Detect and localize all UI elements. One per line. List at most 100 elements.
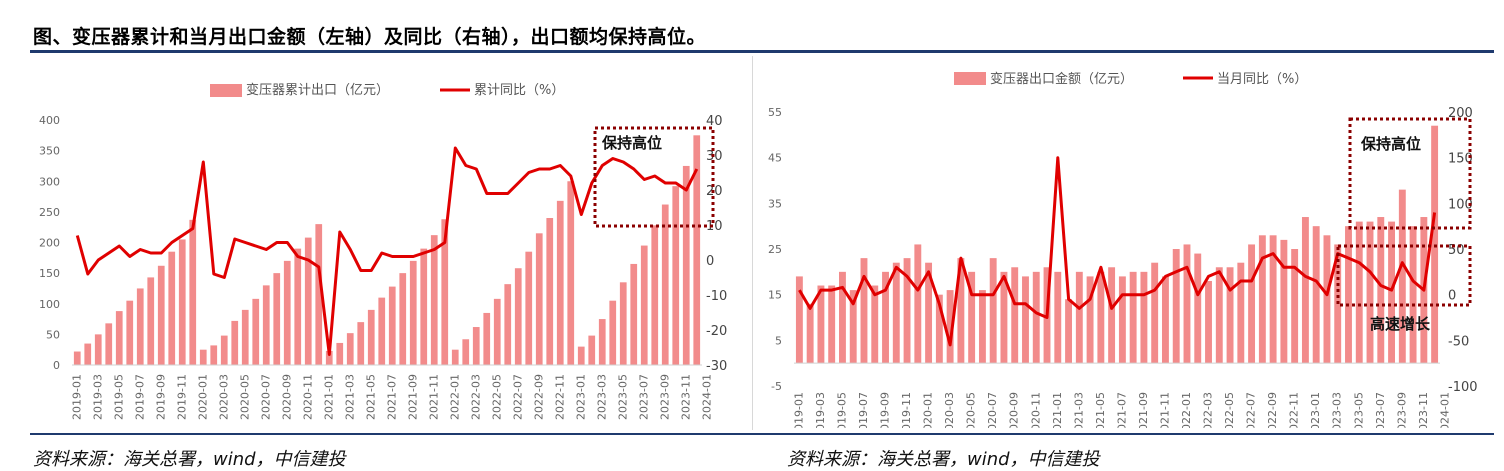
x-tick-label: 2021-05 [1094,392,1107,428]
x-tick-label: 2019-05 [835,392,848,428]
bar-mark [273,273,281,365]
x-tick-label: 2021-01 [1051,392,1064,428]
bar-mark [925,262,933,364]
y-left-tick-label: 250 [39,206,60,219]
bar-mark [1151,262,1159,364]
bar-mark [252,298,260,365]
y-left-tick-label: 50 [46,328,60,341]
bar-mark [1172,249,1180,364]
bar-mark [399,273,407,365]
x-tick-label: 2023-05 [1352,392,1365,428]
y-right-tick-label: -50 [1448,334,1469,349]
bar-mark [1258,235,1266,364]
title-rule [30,50,1494,53]
x-tick-label: 2023-09 [658,374,671,420]
bar-mark [315,224,323,365]
bar-mark [1194,253,1202,364]
bar-mark [210,345,218,365]
bar-mark [968,271,976,364]
bar-mark [1022,276,1029,364]
bar-mark [682,165,690,365]
x-tick-label: 2023-01 [574,374,587,420]
bar-mark [462,339,470,365]
bar-mark [514,268,522,365]
legend-line-label: 当月同比（%） [1217,72,1307,87]
bar-mark [882,271,889,364]
y-right-tick-label: 150 [1448,152,1473,167]
bar-mark [546,218,554,365]
bar-mark [871,285,879,364]
x-tick-label: 2024-01 [1438,392,1451,428]
source-rule [30,433,1494,435]
bar-mark [1355,221,1363,364]
bar-mark [220,335,228,365]
bar-mark [1011,267,1019,364]
bar-mark [409,260,417,365]
x-tick-label: 2022-09 [532,374,545,420]
bar-mark [892,262,900,364]
x-tick-label: 2019-11 [175,374,188,420]
bar-mark [1291,249,1299,364]
y-right-tick-label: 100 [1448,197,1473,212]
bar-mark [989,258,997,364]
bar-mark [795,276,803,364]
bar-mark [1248,244,1256,364]
x-tick-label: 2019-01 [70,374,83,420]
x-tick-label: 2019-09 [154,374,167,420]
bar-mark [147,277,155,365]
x-tick-label: 2023-07 [637,374,650,420]
bar-mark [189,219,197,365]
x-tick-label: 2022-07 [511,374,524,420]
bar-mark [199,349,207,365]
x-tick-label: 2019-11 [900,392,913,428]
y-right-tick-label: 40 [706,114,723,129]
x-tick-label: 2022-03 [469,374,482,420]
y-right-tick-label: -30 [706,359,727,374]
bar-mark [903,258,911,364]
bar-mark [367,309,375,365]
legend-bar-swatch [954,72,986,85]
x-tick-label: 2022-07 [1245,392,1258,428]
bar-mark [693,135,701,365]
y-left-tick-label: -5 [771,380,782,393]
bar-mark [294,248,302,365]
y-left-tick-label: 400 [39,114,60,127]
line-series [798,156,1437,347]
y-right-tick-label: 0 [1448,289,1456,304]
page-title: 图、变压器累计和当月出口金额（左轴）及同比（右轴），出口额均保持高位。 [33,26,707,48]
bar-mark [598,319,606,365]
x-tick-label: 2022-11 [1288,392,1301,428]
y-left-tick-label: 15 [768,289,782,302]
y-right-tick-label: -100 [1448,380,1478,395]
legend-bar-label: 变压器累计出口（亿元） [246,82,389,98]
x-tick-label: 2021-03 [1072,392,1085,428]
x-tick-label: 2021-11 [1158,392,1171,428]
bar-mark [1129,271,1137,364]
bar-mark [1162,276,1169,364]
x-tick-label: 2019-03 [91,374,104,420]
x-tick-label: 2023-11 [679,374,692,420]
bar-mark [860,258,868,364]
x-tick-label: 2021-09 [406,374,419,420]
bar-mark [1345,226,1352,364]
bar-mark [619,282,627,365]
chart-monthly-exports: 变压器出口金额（亿元） 当月同比（%） -5 5 15 25 35 45 55 -100 -50 0 5… [768,71,1478,428]
x-tick-label: 2020-11 [1029,392,1042,428]
annotation-label: 保持高位 [1360,135,1421,153]
x-tick-label: 2020-05 [965,392,978,428]
bar-mark [504,284,512,365]
x-tick-label: 2020-07 [986,392,999,428]
bar-mark [1366,221,1374,364]
x-tick-label: 2023-09 [1395,392,1408,428]
bar-mark [1237,262,1245,364]
bar-mark [241,309,249,365]
annotation-box [1336,244,1472,307]
bar-mark [94,334,102,365]
bar-mark [946,290,954,364]
bar-mark [1065,299,1072,364]
bar-mark [346,333,354,365]
bar-mark [115,311,123,365]
bar-mark [817,285,825,364]
bar-mark [283,260,291,365]
bar-mark [525,251,533,365]
